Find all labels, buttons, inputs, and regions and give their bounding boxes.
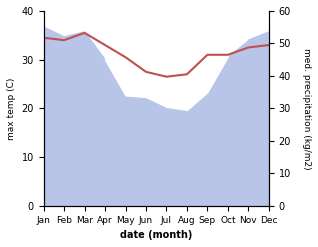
X-axis label: date (month): date (month): [120, 230, 192, 240]
Y-axis label: med. precipitation (kg/m2): med. precipitation (kg/m2): [302, 48, 311, 169]
Y-axis label: max temp (C): max temp (C): [7, 77, 16, 140]
